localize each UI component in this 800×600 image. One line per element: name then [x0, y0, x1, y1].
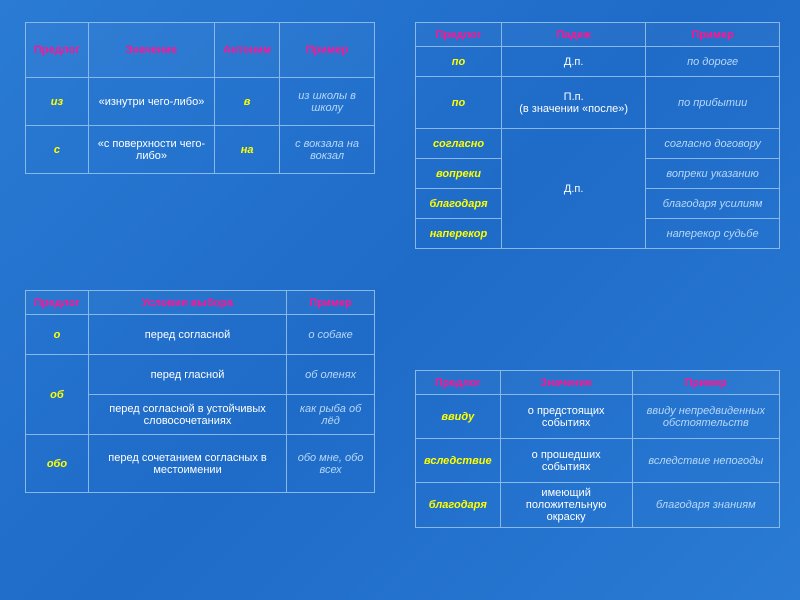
table-row: с «с поверхности чего-либо» на с вокзала… — [26, 126, 375, 174]
cell-example: ввиду непредвиденных обстоятельств — [632, 395, 779, 439]
table-row: Предлог Падеж Пример — [416, 23, 780, 47]
table-conditions: Предлог Условия выбора Пример о перед со… — [25, 290, 375, 493]
header-case: Падеж — [502, 23, 646, 47]
cell-case: Д.п. — [502, 129, 646, 249]
header-preposition: Предлог — [26, 23, 89, 78]
cell-prep: вследствие — [416, 439, 501, 483]
header-meaning: Значение — [500, 371, 632, 395]
cell-example: об оленях — [287, 355, 375, 395]
table-row: ввиду о предстоящих событиях ввиду непре… — [416, 395, 780, 439]
table-meanings: Предлог Значение Пример ввиду о предстоя… — [415, 370, 780, 528]
header-example: Пример — [632, 371, 779, 395]
cell-meaning: «изнутри чего-либо» — [88, 78, 214, 126]
cell-prep: вопреки — [416, 159, 502, 189]
cell-example: обо мне, обо всех — [287, 435, 375, 493]
header-example: Пример — [280, 23, 375, 78]
cell-cond: перед гласной — [88, 355, 286, 395]
cell-example: благодаря усилиям — [646, 189, 780, 219]
cell-prep: с — [26, 126, 89, 174]
cell-meaning: о предстоящих событиях — [500, 395, 632, 439]
cell-antonym: на — [215, 126, 280, 174]
cell-example: по прибытии — [646, 77, 780, 129]
cell-cond: перед согласной — [88, 315, 286, 355]
cell-prep: по — [416, 77, 502, 129]
cell-prep: благодаря — [416, 189, 502, 219]
cell-example: по дороге — [646, 47, 780, 77]
header-preposition: Предлог — [26, 291, 89, 315]
cell-prep: о — [26, 315, 89, 355]
table-row: Предлог Условия выбора Пример — [26, 291, 375, 315]
cell-example: из школы в школу — [280, 78, 375, 126]
cell-example: вопреки указанию — [646, 159, 780, 189]
cell-prep: обо — [26, 435, 89, 493]
cell-prep: ввиду — [416, 395, 501, 439]
cell-cond: перед согласной в устойчивых словосочета… — [88, 395, 286, 435]
table-row: по Д.п. по дороге — [416, 47, 780, 77]
cell-prep: по — [416, 47, 502, 77]
header-condition: Условия выбора — [88, 291, 286, 315]
header-antonym: Антоним — [215, 23, 280, 78]
cell-example: о собаке — [287, 315, 375, 355]
table-row: из «изнутри чего-либо» в из школы в школ… — [26, 78, 375, 126]
cell-meaning: имеющий положительную окраску — [500, 483, 632, 528]
cell-example: наперекор судьбе — [646, 219, 780, 249]
table-row: обо перед сочетанием согласных в местоим… — [26, 435, 375, 493]
cell-prep: наперекор — [416, 219, 502, 249]
cell-cond: перед сочетанием согласных в местоимении — [88, 435, 286, 493]
table-row: по П.п.(в значении «после») по прибытии — [416, 77, 780, 129]
header-preposition: Предлог — [416, 23, 502, 47]
table-antonyms: Предлог Значение Антоним Пример из «изну… — [25, 22, 375, 174]
cell-example: с вокзала на вокзал — [280, 126, 375, 174]
cell-example: согласно договору — [646, 129, 780, 159]
table-row: о перед согласной о собаке — [26, 315, 375, 355]
cell-prep: благодаря — [416, 483, 501, 528]
table-row: согласно Д.п. согласно договору — [416, 129, 780, 159]
header-meaning: Значение — [88, 23, 214, 78]
cell-prep: согласно — [416, 129, 502, 159]
cell-meaning: «с поверхности чего-либо» — [88, 126, 214, 174]
cell-example: вследствие непогоды — [632, 439, 779, 483]
table-row: Предлог Значение Пример — [416, 371, 780, 395]
table-row: благодаря имеющий положительную окраску … — [416, 483, 780, 528]
cell-example: как рыба об лёд — [287, 395, 375, 435]
header-example: Пример — [287, 291, 375, 315]
header-example: Пример — [646, 23, 780, 47]
table-row: Предлог Значение Антоним Пример — [26, 23, 375, 78]
cell-meaning: о прошедших событиях — [500, 439, 632, 483]
header-preposition: Предлог — [416, 371, 501, 395]
table-row: вследствие о прошедших событиях вследств… — [416, 439, 780, 483]
cell-prep: об — [26, 355, 89, 435]
cell-case: Д.п. — [502, 47, 646, 77]
table-cases: Предлог Падеж Пример по Д.п. по дороге п… — [415, 22, 780, 249]
cell-prep: из — [26, 78, 89, 126]
cell-example: благодаря знаниям — [632, 483, 779, 528]
cell-antonym: в — [215, 78, 280, 126]
cell-case: П.п.(в значении «после») — [502, 77, 646, 129]
table-row: об перед гласной об оленях — [26, 355, 375, 395]
